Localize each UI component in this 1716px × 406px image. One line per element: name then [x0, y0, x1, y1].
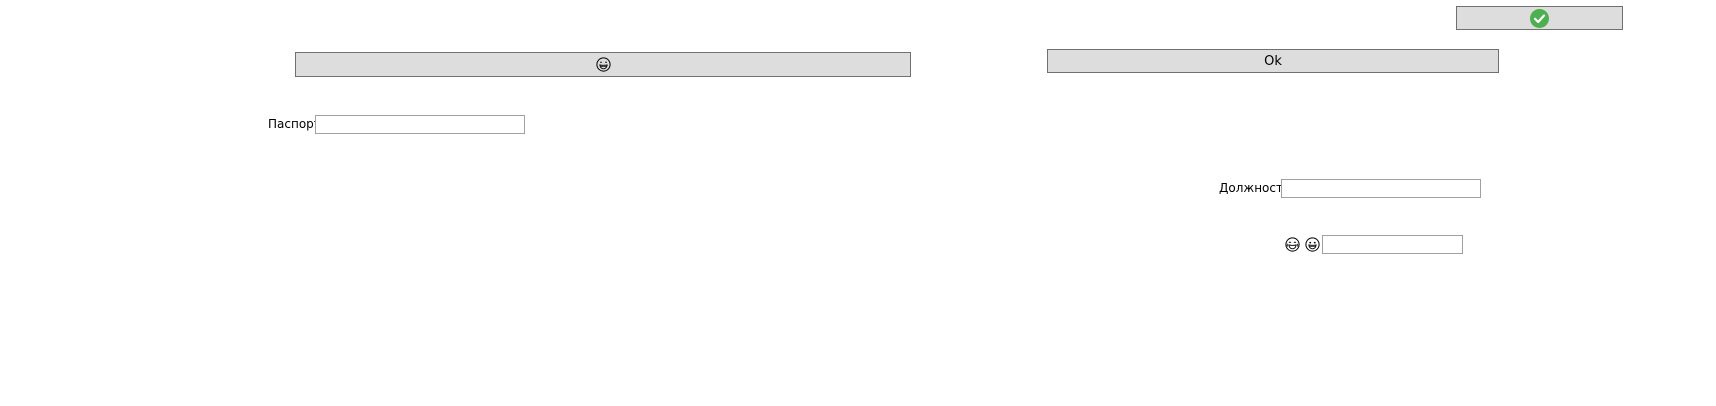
- check-circle-icon: [1530, 8, 1549, 28]
- position-input[interactable]: [1281, 179, 1481, 198]
- passport-input[interactable]: [315, 115, 525, 134]
- position-label: Должность: [1219, 181, 1291, 195]
- ok-button[interactable]: Ok: [1047, 49, 1499, 73]
- grinning-face-icon: [595, 57, 611, 72]
- emoji-button[interactable]: [295, 52, 911, 77]
- tears-of-joy-face-icon: [1285, 237, 1300, 252]
- confirm-check-button[interactable]: [1456, 6, 1623, 30]
- passport-label: Паспорт: [268, 117, 321, 131]
- grinning-face-icon: [1305, 237, 1320, 252]
- emoji-input[interactable]: [1322, 235, 1463, 254]
